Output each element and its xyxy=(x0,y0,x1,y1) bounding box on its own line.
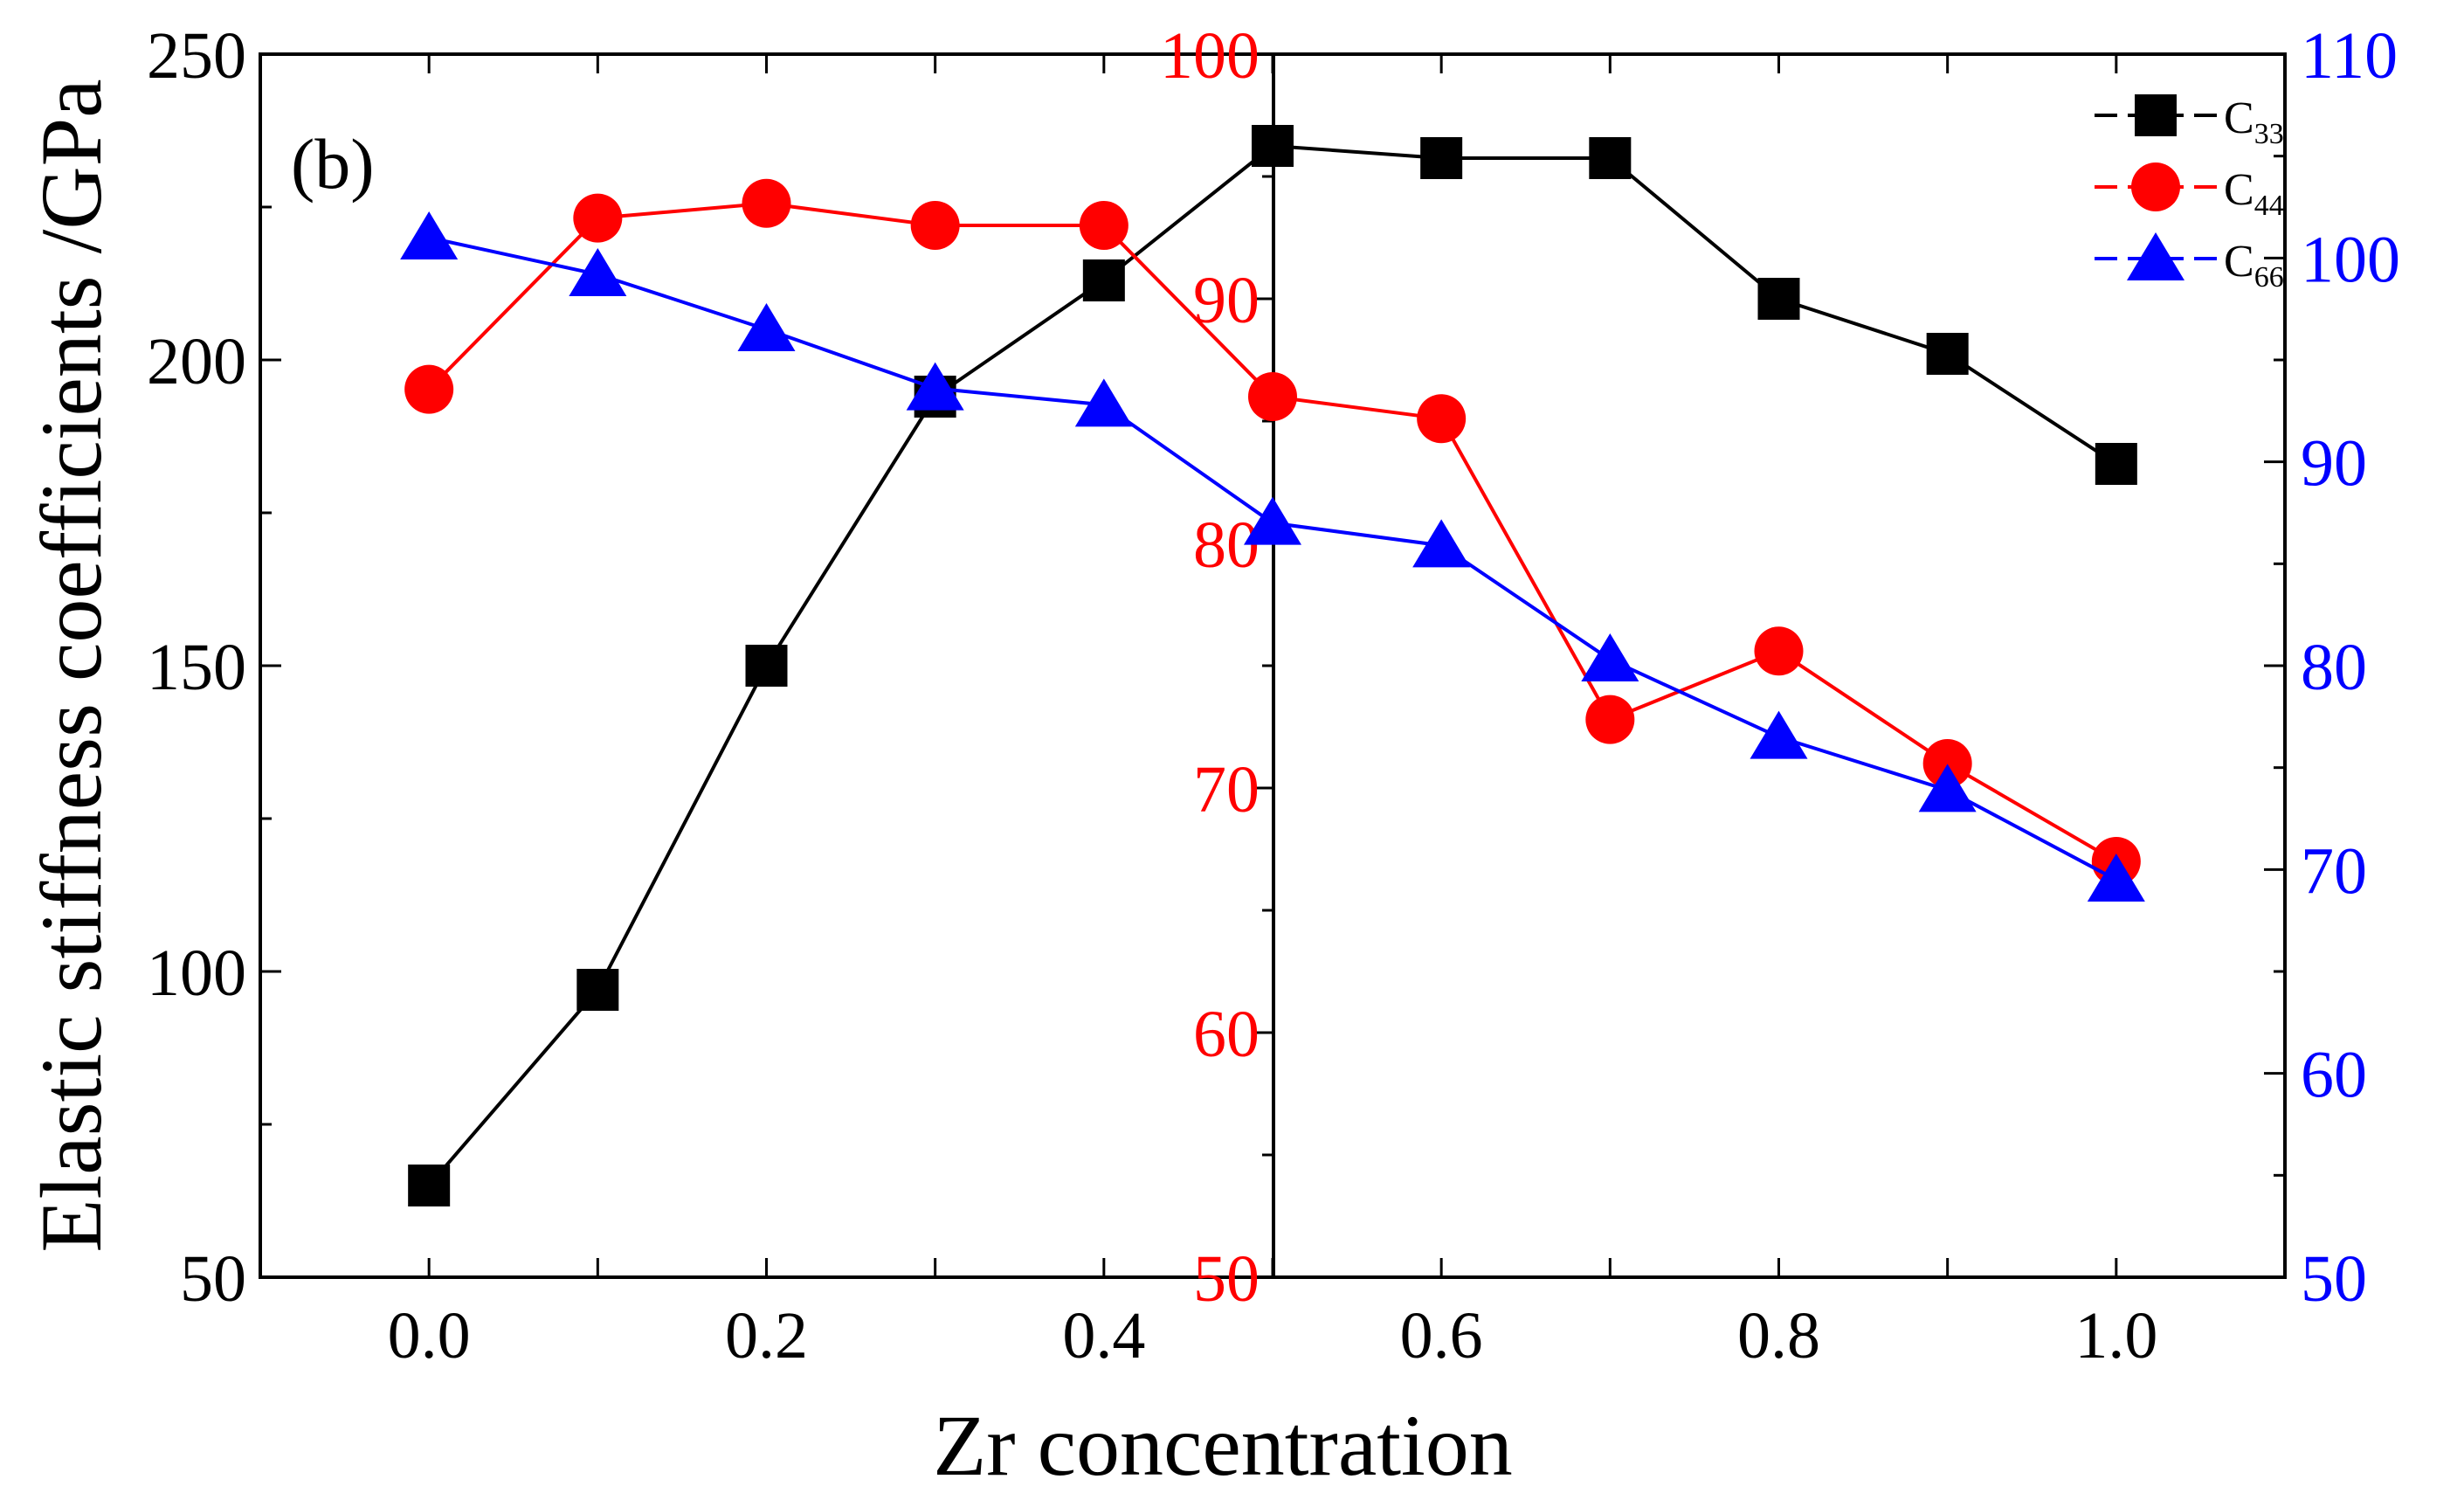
data-point xyxy=(1926,333,1969,375)
data-point xyxy=(576,969,619,1011)
y-tick-label: 150 xyxy=(147,631,246,704)
data-point xyxy=(573,193,623,243)
data-point xyxy=(1585,695,1635,744)
series-c33 xyxy=(408,125,2137,1206)
legend-marker xyxy=(2127,232,2184,280)
data-point xyxy=(737,303,796,351)
y-tick-label: 100 xyxy=(2301,223,2400,296)
legend-label: C66 xyxy=(2224,237,2284,294)
x-tick-label: 0.0 xyxy=(388,1299,471,1372)
legend-label: C44 xyxy=(2224,165,2284,222)
data-point xyxy=(742,178,791,228)
data-point xyxy=(2095,443,2137,485)
x-tick-label: 0.6 xyxy=(1400,1299,1483,1372)
data-point xyxy=(1589,137,1632,179)
data-point xyxy=(1918,764,1977,812)
data-point xyxy=(1750,710,1808,759)
data-point xyxy=(1074,378,1133,427)
data-point xyxy=(408,1165,451,1206)
y-tick-label: 70 xyxy=(1193,753,1260,826)
panel-label: (b) xyxy=(291,124,375,204)
y-tick-label: 70 xyxy=(2301,834,2367,908)
data-point xyxy=(569,248,627,296)
data-point xyxy=(1754,626,1804,676)
x-axis-ticks: 0.0 0.2 0.4 0.6 0.8 1.0 xyxy=(388,54,2157,1372)
legend-marker xyxy=(2135,94,2177,136)
data-point xyxy=(1079,201,1128,250)
y-tick-label: 90 xyxy=(2301,427,2367,501)
x-axis-label: Zr concentration xyxy=(933,1397,1513,1494)
legend-label: C33 xyxy=(2224,93,2284,150)
data-point xyxy=(1412,519,1471,568)
y-tick-label: 110 xyxy=(2301,19,2398,93)
x-tick-label: 0.2 xyxy=(725,1299,808,1372)
y-tick-label: 50 xyxy=(180,1242,246,1316)
data-point xyxy=(906,362,964,411)
right-axis-ticks: 50 60 70 80 90 100 110 xyxy=(2264,19,2400,1316)
y-tick-label: 100 xyxy=(1160,19,1260,93)
y-axis-label: Elastic stiffness coefficients /GPa xyxy=(23,79,120,1252)
data-point xyxy=(1248,372,1297,421)
data-point xyxy=(1420,137,1463,179)
data-point xyxy=(745,645,788,687)
data-point xyxy=(1244,496,1301,545)
y-tick-label: 250 xyxy=(147,19,246,93)
legend: C33 C44 C66 xyxy=(2095,93,2284,294)
data-point xyxy=(2087,854,2145,902)
y-tick-label: 80 xyxy=(2301,631,2367,704)
data-point xyxy=(1252,125,1294,167)
x-tick-label: 0.4 xyxy=(1062,1299,1145,1372)
y-tick-label: 50 xyxy=(2301,1242,2367,1316)
data-point xyxy=(400,211,459,259)
x-tick-label: 0.8 xyxy=(1737,1299,1820,1372)
y-tick-label: 80 xyxy=(1193,508,1260,582)
data-point xyxy=(1581,633,1639,681)
legend-marker xyxy=(2131,162,2180,211)
data-point xyxy=(910,201,960,250)
x-tick-label: 1.0 xyxy=(2074,1299,2157,1372)
y-tick-label: 60 xyxy=(1193,998,1260,1071)
series-c66 xyxy=(400,211,2145,902)
data-point xyxy=(1922,739,1972,788)
y-tick-label: 60 xyxy=(2301,1039,2367,1112)
y-tick-label: 200 xyxy=(147,325,246,398)
data-point xyxy=(404,364,454,414)
data-point xyxy=(1417,394,1467,444)
data-point xyxy=(1082,259,1125,301)
y-tick-label: 50 xyxy=(1193,1242,1260,1316)
left-axis-ticks: 50 100 150 200 250 xyxy=(147,19,281,1316)
series-c44 xyxy=(404,178,2141,886)
series-layer xyxy=(400,125,2145,1206)
y-tick-label: 100 xyxy=(147,937,246,1010)
data-point xyxy=(1757,278,1800,320)
